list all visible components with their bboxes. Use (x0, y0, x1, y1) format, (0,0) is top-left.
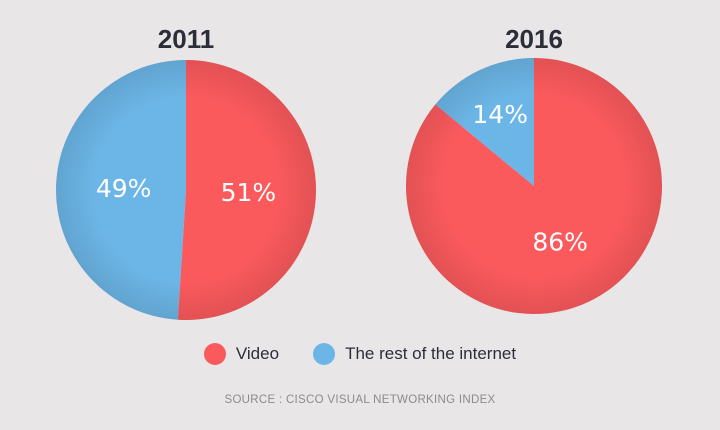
pie-edge-shade (56, 60, 316, 320)
chart-title-2011: 2011 (158, 24, 214, 54)
legend-label-rest-of-internet: The rest of the internet (345, 344, 517, 363)
legend-item-video: Video (203, 343, 280, 365)
pie-chart-2011: 2011 51% 49% (56, 24, 317, 320)
legend-swatch-video (203, 343, 226, 365)
legend-label-video: Video (235, 344, 280, 363)
slice-label-2016-the-rest-of-the-internet: 14% (472, 100, 528, 129)
legend-swatch-rest-of-internet (313, 343, 336, 365)
source-note: SOURCE : CISCO VISUAL NETWORKING INDEX (224, 394, 496, 406)
slice-label-2011-video: 51% (221, 178, 277, 207)
slice-label-2011-the-rest-of-the-internet: 49% (96, 174, 152, 203)
chart-title-2016: 2016 (505, 24, 563, 54)
slice-label-2016-video: 86% (532, 228, 588, 257)
pie-edge-shade (406, 58, 662, 314)
legend: Video The rest of the internet (0, 343, 720, 365)
legend-item-rest-of-internet: The rest of the internet (313, 343, 516, 365)
pie-chart-2016: 2016 86% 14% (406, 24, 663, 314)
